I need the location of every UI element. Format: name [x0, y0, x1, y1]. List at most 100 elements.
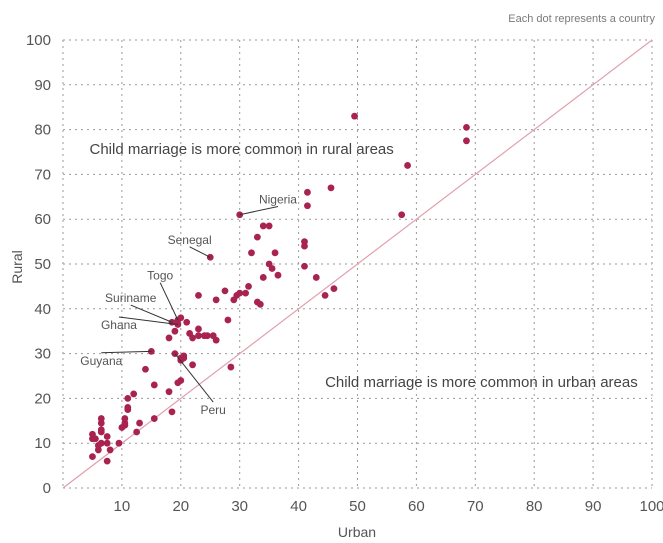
data-point	[121, 415, 129, 422]
label-leader-line	[239, 206, 279, 216]
data-point	[183, 318, 191, 326]
data-point	[89, 453, 96, 461]
chart-note: Each dot represents a country	[508, 13, 655, 25]
data-point	[268, 265, 276, 272]
chart-annotations: Child marriage is more common in rural a…	[90, 141, 638, 391]
data-point	[195, 291, 202, 299]
y-tick-label: 90	[34, 77, 51, 94]
data-point	[97, 426, 105, 434]
data-point	[189, 361, 196, 369]
label-leader-line	[189, 246, 211, 258]
data-points	[89, 112, 470, 465]
y-tick-label: 50	[34, 256, 51, 273]
data-point	[321, 291, 329, 299]
data-point	[304, 188, 311, 196]
label-leader-lines	[101, 206, 279, 403]
y-tick-label: 10	[34, 435, 51, 452]
country-label-guyana: Guyana	[80, 354, 122, 368]
country-label-nigeria: Nigeria	[259, 193, 297, 207]
data-point	[195, 325, 202, 333]
data-point	[242, 289, 249, 297]
data-point	[253, 233, 261, 241]
data-point	[203, 332, 211, 340]
data-point	[165, 388, 173, 396]
data-point	[463, 137, 470, 145]
data-point	[97, 439, 105, 447]
data-point	[133, 428, 141, 436]
data-point	[130, 390, 138, 398]
data-point	[463, 123, 470, 131]
y-tick-label: 40	[34, 301, 51, 318]
data-point	[212, 336, 220, 344]
y-tick-label: 30	[34, 346, 51, 363]
data-point	[124, 403, 132, 411]
data-point	[259, 222, 267, 230]
data-point	[227, 363, 235, 371]
data-point	[312, 274, 320, 281]
y-tick-label: 100	[26, 32, 51, 49]
x-tick-label: 90	[585, 498, 602, 515]
data-point	[304, 202, 311, 210]
data-point	[91, 435, 99, 443]
data-point	[103, 439, 111, 447]
y-tick-label: 70	[34, 166, 51, 183]
country-label-togo: Togo	[147, 269, 173, 283]
x-tick-label: 80	[526, 498, 543, 515]
data-point	[106, 446, 114, 454]
data-point	[177, 377, 185, 384]
x-tick-label: 60	[408, 498, 425, 515]
y-axis-title: Rural	[9, 250, 25, 283]
label-leader-line	[118, 316, 178, 325]
data-point	[236, 289, 244, 297]
reference-line-equal	[62, 39, 653, 489]
y-tick-label: 0	[43, 480, 51, 497]
data-point	[404, 162, 411, 169]
data-point	[248, 249, 255, 257]
data-point	[150, 415, 158, 422]
x-tick-label: 100	[639, 498, 663, 515]
data-point	[142, 365, 149, 373]
annotation-rural: Child marriage is more common in rural a…	[90, 141, 394, 158]
country-label-suriname: Suriname	[105, 291, 157, 305]
data-point	[180, 352, 188, 360]
data-point	[103, 457, 111, 465]
x-tick-label: 50	[349, 498, 366, 515]
data-point	[245, 283, 252, 290]
y-axis-ticks: 0 10 20 30 40 50 60 70 80 90 100	[26, 32, 51, 497]
y-tick-label: 20	[34, 390, 51, 407]
data-point	[301, 238, 308, 246]
x-tick-label: 10	[114, 498, 131, 515]
x-tick-label: 70	[467, 498, 484, 515]
data-point	[327, 184, 335, 192]
x-tick-label: 40	[290, 498, 307, 515]
data-point	[168, 408, 176, 416]
country-label-senegal: Senegal	[168, 233, 212, 247]
data-point	[115, 439, 123, 447]
country-labels: Nigeria Senegal Togo Suriname Ghana Guya…	[80, 193, 297, 418]
data-point	[97, 415, 105, 422]
data-point	[212, 296, 220, 304]
data-point	[301, 262, 308, 270]
data-point	[136, 419, 143, 427]
data-point	[221, 287, 229, 295]
data-point	[330, 285, 338, 293]
data-point	[224, 316, 232, 324]
diagonal-reference-line	[62, 39, 653, 489]
country-label-peru: Peru	[201, 403, 226, 417]
x-tick-label: 20	[172, 498, 189, 515]
data-point	[177, 314, 185, 322]
data-point	[195, 332, 202, 340]
label-leader-line	[174, 353, 214, 403]
data-point	[256, 300, 264, 308]
data-point	[265, 222, 273, 230]
y-tick-label: 80	[34, 122, 51, 139]
label-leader-line	[101, 350, 152, 354]
x-axis-ticks: 10 20 30 40 50 60 70 80 90 100	[114, 498, 663, 515]
label-leader-line	[130, 304, 173, 323]
data-point	[259, 274, 267, 281]
data-point	[351, 112, 358, 120]
data-point	[165, 334, 173, 342]
data-point	[398, 211, 406, 219]
annotation-urban: Child marriage is more common in urban a…	[325, 374, 638, 391]
